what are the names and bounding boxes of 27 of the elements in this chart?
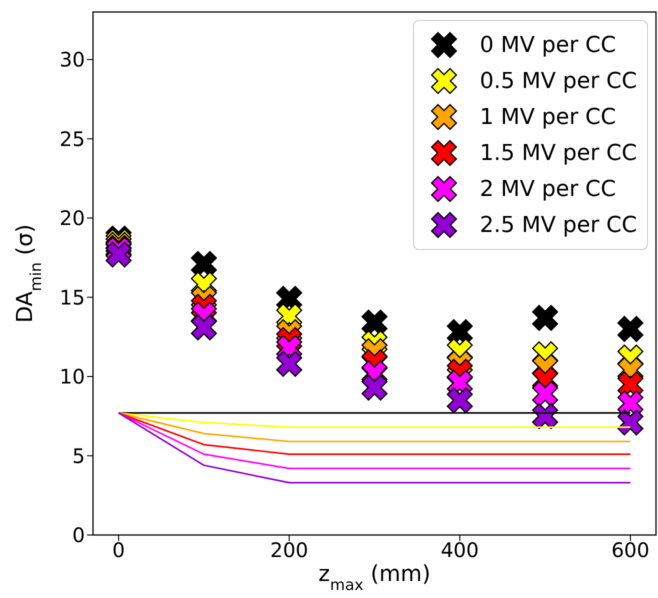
y-tick-label: 15 [60, 285, 85, 310]
x-tick-label: 200 [270, 538, 308, 562]
legend-label: 0.5 MV per CC [480, 68, 637, 94]
y-tick-label: 20 [60, 206, 85, 230]
point [532, 304, 558, 331]
point [446, 387, 473, 414]
x-tick-label: 400 [440, 538, 479, 562]
legend-label: 1 MV per CC [480, 104, 616, 130]
point [190, 314, 217, 340]
x-tick-label: 600 [611, 538, 650, 562]
y-tick-label: 0 [72, 523, 85, 548]
point [276, 350, 302, 377]
point [106, 241, 132, 268]
point [532, 380, 558, 407]
y-tick-label: 10 [60, 364, 85, 389]
point [617, 316, 644, 342]
x-axis-title: z$_{max}$ (mm) [318, 562, 431, 594]
legend-label: 2 MV per CC [480, 176, 616, 202]
y-tick-label: 30 [60, 48, 85, 72]
point [617, 409, 644, 436]
legend-label: 2.5 MV per CC [480, 212, 637, 238]
y-tick-label: 5 [72, 444, 85, 468]
point [361, 374, 388, 401]
legend-label: 0 MV per CC [480, 32, 616, 58]
x-tick-label: 0 [112, 538, 125, 562]
legend-label: 1.5 MV per CC [480, 140, 637, 166]
y-tick-label: 25 [60, 126, 85, 151]
